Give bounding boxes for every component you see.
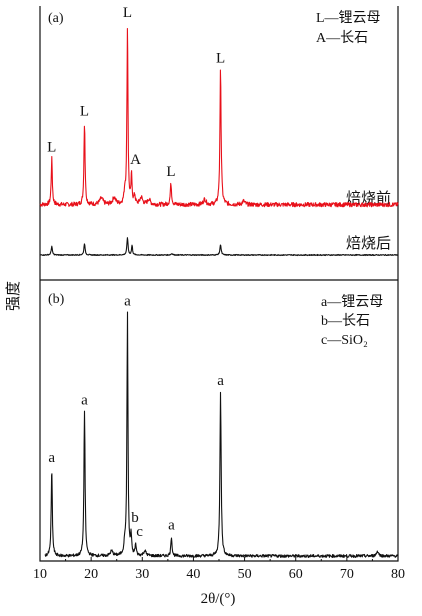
peak-label: a [124,294,131,310]
y-axis-label: 强度 [5,281,22,311]
x-axis-ticks: 10 20 30 40 50 60 70 80 [33,557,405,582]
panel-b: (b) a—锂云母 b—长石 c—SiO₂ a a a bc a a [44,292,399,558]
panel-a-legend-mica: L—锂云母 [316,10,381,26]
peak-label: a [217,373,224,389]
panel-a-legend-feldspar: A—长石 [316,30,368,46]
peak-label: L [80,104,89,120]
peak-label: L [166,164,175,180]
peak-label: a [48,450,55,466]
peak-label: b [131,510,139,526]
panel-b-traces [44,311,399,558]
panel-a-label: (a) [48,11,64,26]
panel-a-traces [39,27,399,257]
panel-b-legend-feldspar: b—长石 [321,313,370,329]
panel-b-legend-sio2: c—SiO₂ [321,333,368,348]
panel-b-peak-labels: a a a bc a a [48,294,224,541]
x-tick-label: 80 [391,567,405,582]
x-tick-label: 10 [33,567,47,582]
panel-a-peak-labels: L L L A L L [47,5,225,180]
panel-b-label: (b) [48,292,65,307]
x-tick-label: 60 [289,567,303,582]
series-line-b-0 [44,311,399,558]
panel-b-legend-mica: a—锂云母 [321,294,383,310]
peak-label: a [81,392,88,408]
series-line-a-1 [39,237,399,257]
x-axis-label: 2θ/(°) [201,591,236,607]
x-tick-label: 40 [186,567,200,582]
peak-label: a [168,518,175,534]
peak-label: c [136,524,143,540]
series-label-after-roasting: 焙烧后 [346,235,391,252]
x-tick-label: 70 [340,567,354,582]
series-line-a-0 [39,27,399,208]
x-tick-label: 50 [238,567,252,582]
peak-label: A [130,152,141,168]
peak-label: L [123,5,132,21]
peak-label: L [216,50,225,66]
peak-label: L [47,139,56,155]
chart-frame [39,6,399,562]
x-tick-label: 30 [135,567,149,582]
axes-box [39,6,399,562]
x-tick-label: 20 [84,567,98,582]
